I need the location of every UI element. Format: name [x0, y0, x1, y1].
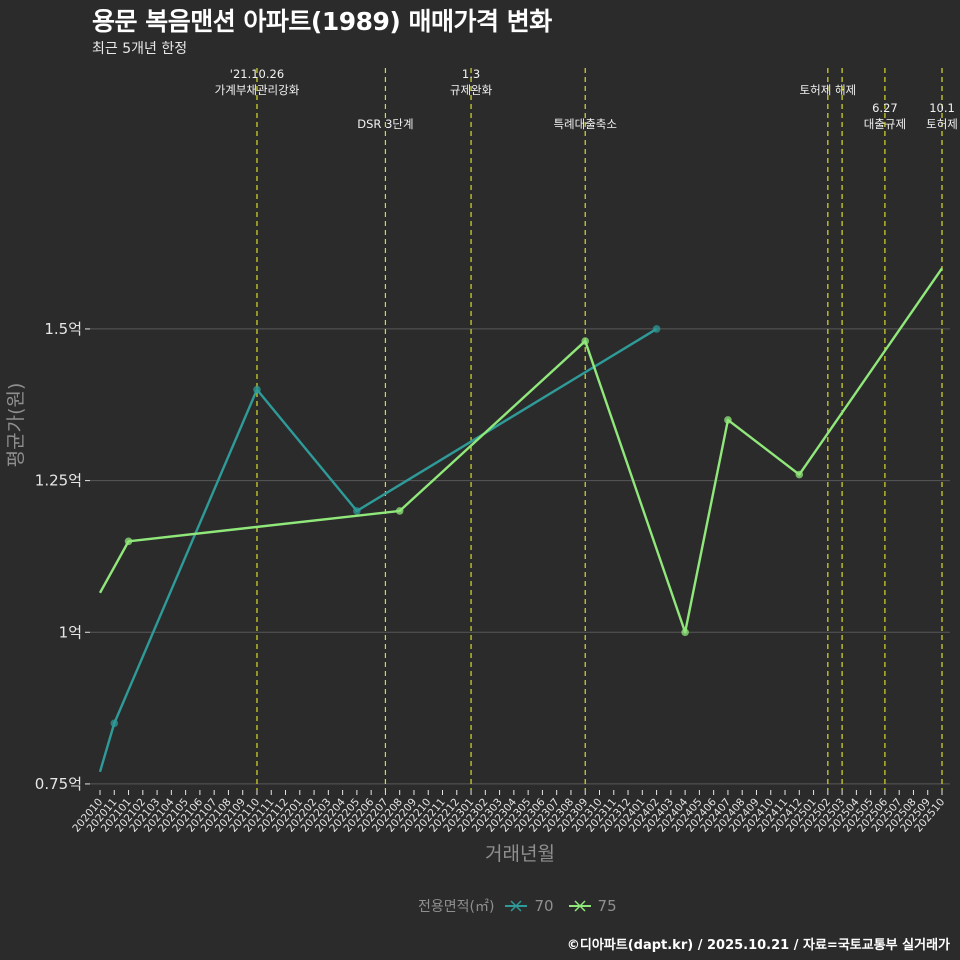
- legend-title: 전용면적(㎡): [418, 899, 495, 915]
- series-75-point: [795, 470, 804, 479]
- x-axis-title: 거래년월: [485, 843, 555, 865]
- series-70-point: [652, 325, 661, 333]
- series-75-line: [98, 267, 943, 634]
- event-label: 규제완화: [450, 83, 493, 97]
- source-caption: ©디아파트(dapt.kr) / 2025.10.21 / 자료=국토교통부 실…: [566, 938, 950, 953]
- y-tick-label: 1.25억: [35, 472, 82, 490]
- series-75-point: [124, 537, 133, 546]
- event-label: 토허제: [926, 117, 958, 131]
- legend-label-75: 75: [597, 897, 617, 915]
- chart-subtitle: 최근 5개년 한정: [92, 41, 188, 57]
- series-70-line: [98, 327, 658, 773]
- series-70-point: [110, 719, 119, 728]
- series-70-point: [353, 507, 361, 515]
- legend-item-75[interactable]: 75: [568, 897, 617, 915]
- series-75-point: [581, 337, 590, 345]
- event-label: 토허제 해제: [800, 83, 857, 97]
- legend-key-75-icon: [568, 900, 591, 912]
- event-label: '21.10.26: [230, 67, 284, 81]
- event-label: 대출규제: [864, 117, 906, 131]
- legend-key-70-icon: [505, 900, 528, 912]
- y-tick-label: 0.75억: [35, 775, 82, 793]
- legend-label-70: 70: [534, 897, 554, 915]
- event-label: 10.1: [929, 101, 955, 115]
- event-label: 특례대출축소: [553, 117, 616, 131]
- series-75-point: [395, 507, 404, 515]
- chart-title: 용문 복음맨션 아파트(1989) 매매가격 변화: [92, 7, 552, 36]
- legend: 전용면적(㎡) 70 75: [418, 896, 625, 916]
- event-label: 6.27: [872, 101, 898, 115]
- y-axis-title: 평균가(원): [5, 383, 27, 468]
- event-label: 가계부채관리강화: [215, 83, 300, 97]
- series-70-point: [253, 385, 261, 394]
- legend-item-70[interactable]: 70: [504, 897, 554, 915]
- event-label: DSR 3단계: [357, 117, 413, 131]
- series-75-point: [681, 628, 689, 637]
- y-tick-label: 1억: [59, 623, 82, 641]
- event-label: 1.3: [462, 67, 480, 81]
- y-tick-label: 1.5억: [44, 320, 82, 338]
- series-75-point: [724, 416, 732, 424]
